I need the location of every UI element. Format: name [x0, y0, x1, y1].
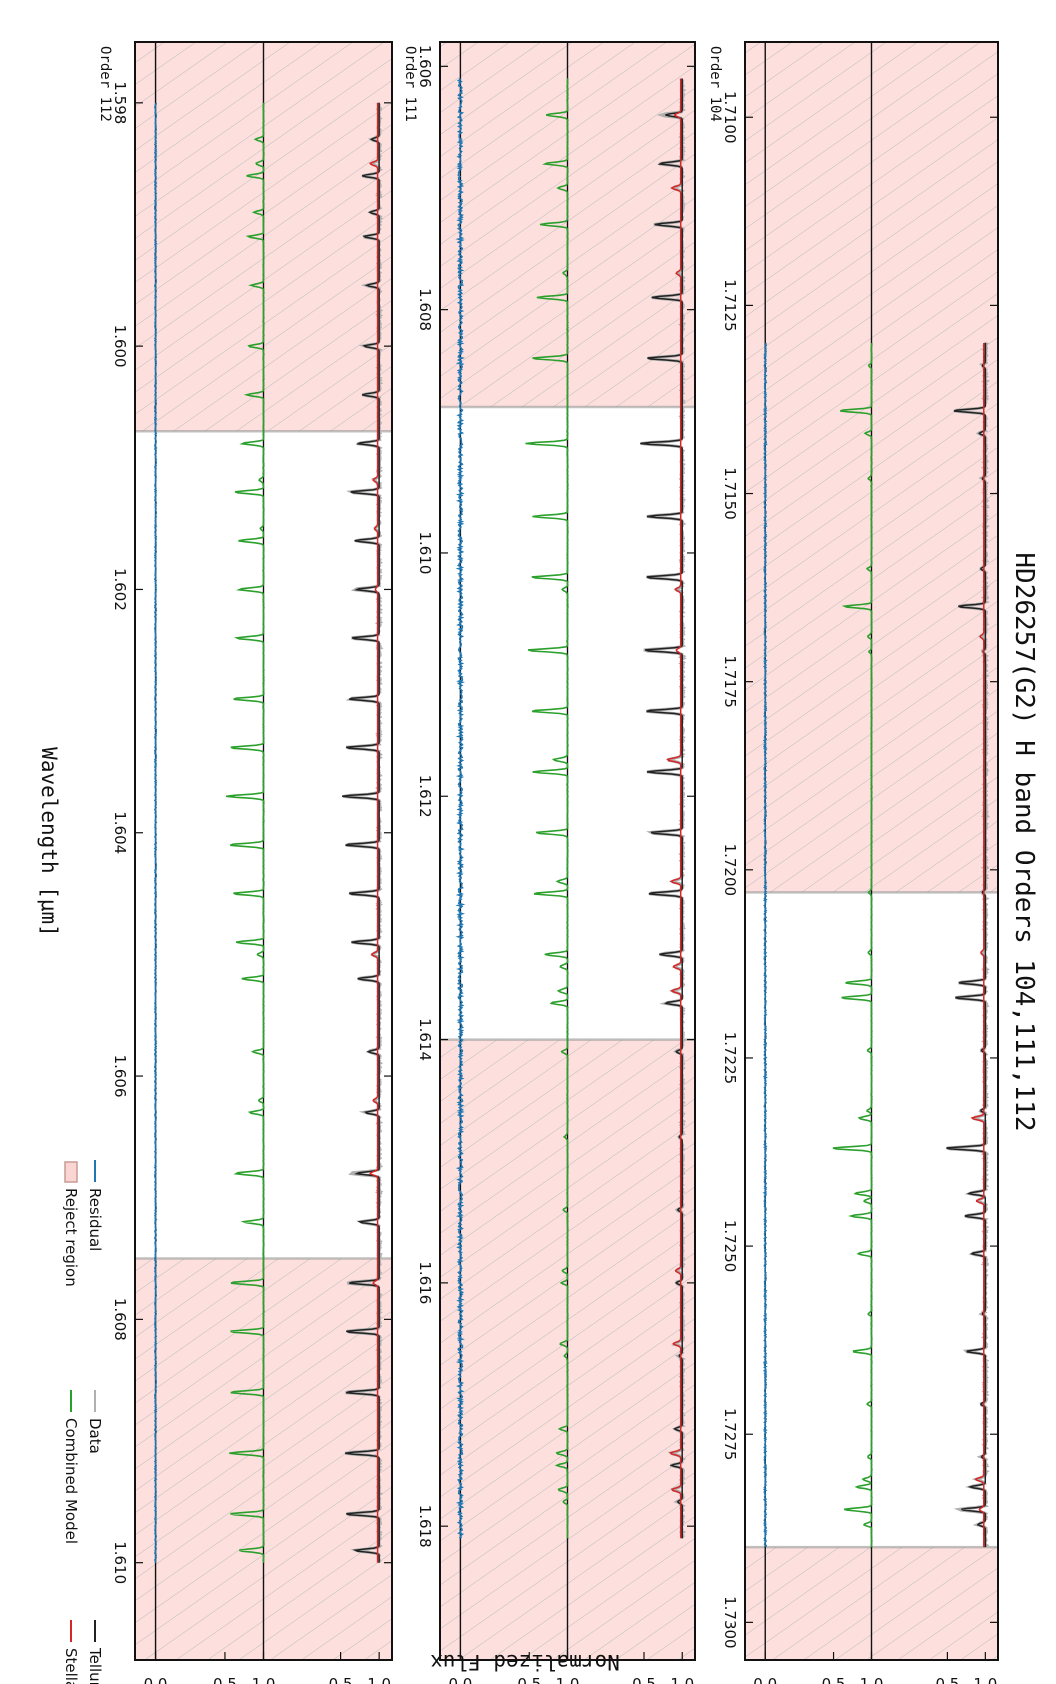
y-tick-label: 0.5 — [213, 1675, 237, 1684]
y-tick-label: 1.0 — [252, 1675, 276, 1684]
combined-model-series — [226, 102, 265, 1563]
y-tick-label: 1.0 — [556, 1675, 580, 1684]
x-tick-label: 1.606 — [111, 1055, 129, 1098]
legend-item: Combined Model — [62, 1390, 80, 1544]
legend: Telluric Model Stellar Model Data Combined … — [62, 1160, 104, 1684]
x-tick-label: 1.7225 — [721, 1032, 739, 1085]
x-tick-label: 1.618 — [416, 1505, 434, 1548]
y-tick-label: 1.0 — [670, 1675, 694, 1684]
panel-2: 1.606 1.608 1.610 1.612 1.614 1.616 1.618 Order… — [402, 41, 696, 1684]
legend-item: Data — [86, 1390, 104, 1454]
legend-item: Telluric Model — [86, 1620, 104, 1684]
legend-item: Residual — [86, 1160, 104, 1251]
y-tick-label: 0.0 — [448, 1675, 472, 1684]
order-label: Order 111 — [402, 46, 418, 122]
order-label: Order 112 — [97, 46, 113, 122]
x-tick-label: 1.7100 — [721, 91, 739, 144]
legend-label: Residual — [86, 1188, 104, 1251]
order-label: Order 104 — [707, 46, 723, 122]
x-tick-label: 1.610 — [111, 1541, 129, 1584]
y-axis-label: Normalized Flux — [430, 1650, 620, 1674]
legend-label: Telluric Model — [86, 1647, 104, 1684]
x-tick-label: 1.608 — [111, 1298, 129, 1341]
x-tick-label: 1.614 — [416, 1018, 434, 1061]
y-tick-label: 0.5 — [517, 1675, 541, 1684]
legend-label: Reject region — [62, 1188, 80, 1287]
x-tick-label: 1.7275 — [721, 1408, 739, 1461]
x-tick-label: 1.604 — [111, 811, 129, 854]
panels: 1.7100 1.7125 1.7150 1.7175 1.7200 1.7225 1.72… — [97, 41, 999, 1684]
residual-series — [762, 342, 768, 1548]
x-tick-label: 1.610 — [416, 531, 434, 574]
y-tick-label: 1.0 — [860, 1675, 884, 1684]
x-tick-label: 1.7175 — [721, 655, 739, 708]
panel-3: 1.598 1.600 1.602 1.604 1.606 1.608 1.610 Order… — [97, 41, 393, 1684]
x-tick-label: 1.600 — [111, 325, 129, 368]
telluric-model-series — [946, 343, 987, 1548]
y-tick-label: 0.5 — [632, 1675, 656, 1684]
telluric-model-series — [640, 78, 683, 1539]
x-tick-label: 1.598 — [111, 81, 129, 124]
y-tick-label: 0.5 — [329, 1675, 353, 1684]
x-tick-label: 1.606 — [416, 45, 434, 88]
legend-label: Combined Model — [62, 1418, 80, 1544]
stellar-model-series — [970, 343, 985, 1548]
x-tick-label: 1.616 — [416, 1261, 434, 1304]
y-tick-label: 0.0 — [753, 1675, 777, 1684]
y-tick-label: 0.5 — [935, 1675, 959, 1684]
y-tick-label: 1.0 — [973, 1675, 997, 1684]
legend-swatch — [64, 1161, 78, 1183]
y-tick-label: 0.5 — [822, 1675, 846, 1684]
legend-item: Stellar Model — [62, 1620, 80, 1684]
x-tick-label: 1.608 — [416, 288, 434, 331]
x-tick-label: 1.7300 — [721, 1596, 739, 1649]
x-tick-label: 1.7125 — [721, 279, 739, 332]
stellar-model-series — [666, 78, 682, 1539]
legend-label: Data — [86, 1418, 104, 1454]
y-tick-label: 1.0 — [367, 1675, 391, 1684]
combined-model-series — [525, 78, 569, 1539]
telluric-model-series — [342, 102, 380, 1563]
combined-model-series — [832, 342, 873, 1548]
panel-1: 1.7100 1.7125 1.7150 1.7175 1.7200 1.7225 1.72… — [707, 41, 999, 1684]
legend-item: Reject region — [62, 1161, 80, 1287]
x-tick-label: 1.7200 — [721, 844, 739, 897]
residual-series — [455, 77, 466, 1540]
figure-title: HD26257(G2) H band Orders 104,111,112 — [1009, 552, 1039, 1131]
x-tick-label: 1.602 — [111, 568, 129, 611]
residual-series — [153, 102, 158, 1563]
rotated-figure: HD26257(G2) H band Orders 104,111,112 Wa… — [37, 41, 1039, 1684]
stellar-model-series — [369, 102, 379, 1563]
x-axis-label: Wavelength [μm] — [37, 747, 61, 937]
y-tick-label: 0.0 — [144, 1675, 168, 1684]
legend-label: Stellar Model — [62, 1648, 80, 1684]
x-tick-label: 1.7250 — [721, 1220, 739, 1273]
x-tick-label: 1.7150 — [721, 467, 739, 520]
x-tick-label: 1.612 — [416, 775, 434, 818]
